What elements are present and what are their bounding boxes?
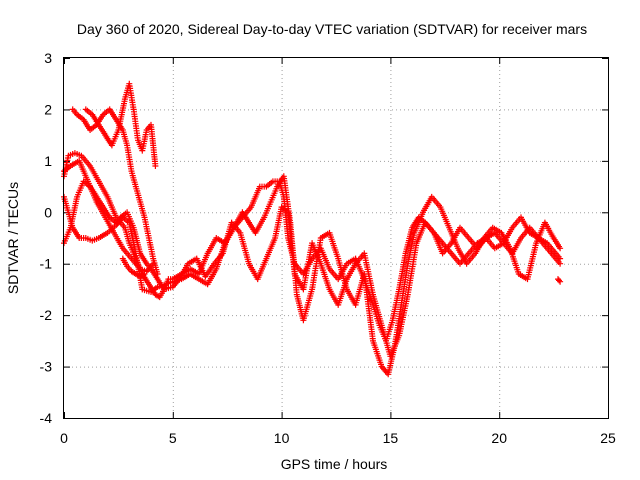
x-tick-labels: 0 5 10 15 20 25 xyxy=(60,430,616,446)
data-point xyxy=(154,271,161,277)
data-point xyxy=(557,245,564,252)
y-tick-labels: -4 -3 -2 -1 0 1 2 3 xyxy=(40,50,53,426)
y-tick-label: -3 xyxy=(40,359,53,375)
x-tick-label: 10 xyxy=(274,430,290,446)
data-point xyxy=(152,163,159,169)
y-tick-label: 3 xyxy=(44,50,52,66)
x-tick-label: 0 xyxy=(60,430,68,446)
data-point xyxy=(557,260,564,267)
grid-lines xyxy=(64,58,608,418)
y-axis-label: SDTVAR / TECUs xyxy=(5,182,21,294)
y-tick-label: 0 xyxy=(44,204,52,220)
data-point xyxy=(150,260,157,267)
plot-frame xyxy=(63,57,609,419)
data-point xyxy=(141,271,148,277)
x-tick-label: 20 xyxy=(491,430,507,446)
y-tick-label: -4 xyxy=(40,410,53,426)
data-point xyxy=(557,278,564,285)
data-points xyxy=(61,80,564,378)
chart-title: Day 360 of 2020, Sidereal Day-to-day VTE… xyxy=(77,21,587,37)
y-tick-label: 2 xyxy=(44,101,52,117)
y-tick-label: -1 xyxy=(40,256,53,272)
x-tick-label: 25 xyxy=(600,430,616,446)
x-axis-label: GPS time / hours xyxy=(281,456,388,472)
axis-ticks xyxy=(64,58,609,419)
data-point xyxy=(556,277,562,284)
x-tick-label: 15 xyxy=(383,430,399,446)
y-tick-label: 1 xyxy=(44,153,52,169)
y-tick-label: -2 xyxy=(40,307,53,323)
x-tick-label: 5 xyxy=(169,430,177,446)
